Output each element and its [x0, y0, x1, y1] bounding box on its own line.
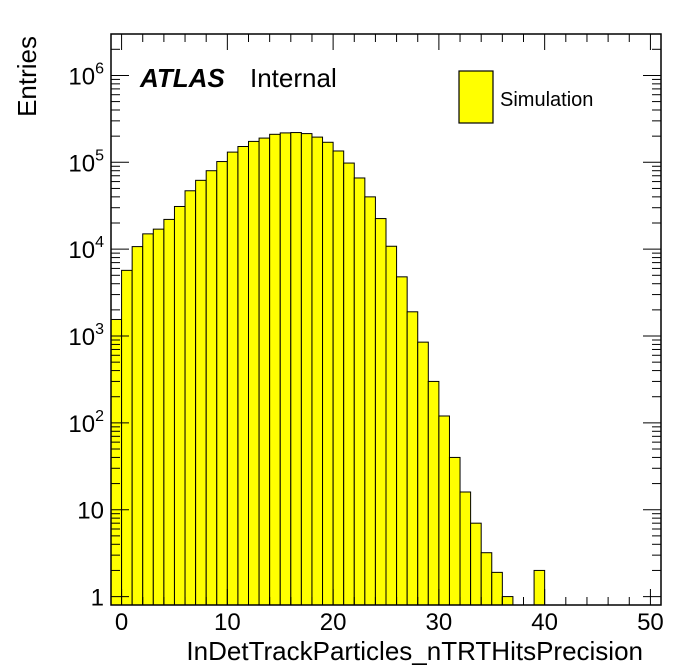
- x-tick-label: 0: [115, 609, 128, 636]
- histogram-bin: [332, 150, 345, 606]
- legend-label: Simulation: [500, 89, 593, 111]
- histogram-bars: [110, 132, 546, 606]
- x-tick-labels: 0 10 20 30 40 50: [115, 609, 664, 636]
- histogram-bin: [121, 269, 133, 606]
- x-tick-label: 50: [637, 609, 664, 636]
- x-tick-label: 20: [320, 609, 347, 636]
- histogram-bin: [163, 218, 175, 606]
- y-axis-title: Entries: [12, 36, 42, 117]
- y-tick-label: 104: [68, 234, 104, 264]
- histogram-bin: [364, 196, 376, 606]
- y-tick-label: 1: [91, 585, 104, 612]
- y-tick-label: 106: [68, 60, 104, 90]
- histogram-bin: [501, 596, 514, 606]
- histogram-bin: [427, 380, 440, 606]
- y-tick-label: 102: [68, 408, 104, 438]
- y-tick-label: 103: [68, 321, 104, 351]
- histogram-bin: [374, 218, 387, 606]
- histogram-bin: [237, 146, 250, 606]
- histogram-bin: [152, 228, 165, 606]
- histogram-bin: [173, 205, 186, 606]
- histogram-bin: [491, 571, 503, 606]
- histogram-bin: [300, 133, 313, 606]
- y-tick-label: 105: [68, 147, 104, 177]
- x-tick-label: 40: [531, 609, 558, 636]
- histogram-bin: [269, 133, 281, 606]
- histogram-bin: [470, 522, 482, 606]
- histogram-bin: [216, 161, 228, 606]
- x-tick-label: 10: [214, 609, 241, 636]
- histogram-bin: [131, 246, 144, 606]
- y-tick-labels: 1 10 102 103 104 105 106: [68, 60, 104, 611]
- histogram-bin: [396, 276, 408, 606]
- histogram-bin: [322, 141, 334, 606]
- histogram-bin: [480, 552, 493, 606]
- histogram-bin: [279, 132, 292, 606]
- histogram-bin: [385, 245, 398, 606]
- histogram-bin: [406, 311, 419, 606]
- histogram-bin: [290, 132, 302, 606]
- legend-swatch: [458, 70, 494, 124]
- histogram-bin: [438, 415, 450, 606]
- histogram-bin: [417, 341, 429, 606]
- atlas-label: ATLAS: [139, 63, 225, 93]
- histogram-bin: [353, 177, 366, 606]
- histogram-bin: [343, 162, 355, 606]
- histogram-bin: [448, 456, 461, 606]
- legend: Simulation: [458, 70, 593, 124]
- histogram-bin: [205, 170, 218, 606]
- histogram-bin: [533, 569, 546, 606]
- x-tick-label: 30: [426, 609, 453, 636]
- plot-frame: [110, 33, 662, 606]
- x-axis-title: InDetTrackParticles_nTRTHitsPrecision: [186, 636, 643, 666]
- axis-ticks: [111, 33, 661, 605]
- histogram-bin: [142, 233, 154, 606]
- histogram-bin: [459, 491, 472, 606]
- internal-label: Internal: [250, 63, 337, 93]
- histogram-bin: [248, 140, 260, 606]
- histogram-bin: [195, 179, 207, 606]
- histogram-bin: [184, 190, 197, 606]
- histogram-bin: [258, 137, 271, 606]
- y-tick-label: 10: [77, 498, 104, 525]
- histogram-bin: [311, 136, 324, 606]
- histogram-bin: [226, 151, 239, 606]
